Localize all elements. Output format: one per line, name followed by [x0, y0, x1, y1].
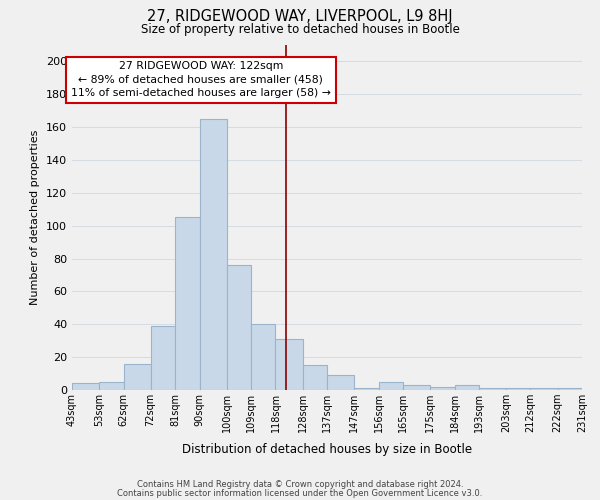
Bar	[403, 385, 430, 390]
Bar	[430, 386, 455, 390]
Bar	[302, 366, 327, 390]
Bar	[199, 119, 227, 390]
Bar	[124, 364, 151, 390]
Text: 27 RIDGEWOOD WAY: 122sqm
← 89% of detached houses are smaller (458)
11% of semi-: 27 RIDGEWOOD WAY: 122sqm ← 89% of detach…	[71, 62, 331, 98]
Text: Contains public sector information licensed under the Open Government Licence v3: Contains public sector information licen…	[118, 488, 482, 498]
Bar	[530, 388, 557, 390]
Bar	[175, 218, 199, 390]
Bar	[455, 385, 479, 390]
Text: Contains HM Land Registry data © Crown copyright and database right 2024.: Contains HM Land Registry data © Crown c…	[137, 480, 463, 489]
Text: Size of property relative to detached houses in Bootle: Size of property relative to detached ho…	[140, 22, 460, 36]
Bar	[227, 265, 251, 390]
Bar	[354, 388, 379, 390]
Bar	[327, 375, 354, 390]
Bar	[479, 388, 506, 390]
Bar	[557, 388, 582, 390]
Bar	[251, 324, 275, 390]
Y-axis label: Number of detached properties: Number of detached properties	[31, 130, 40, 305]
Bar	[506, 388, 530, 390]
Bar	[151, 326, 175, 390]
Bar	[275, 339, 302, 390]
X-axis label: Distribution of detached houses by size in Bootle: Distribution of detached houses by size …	[182, 444, 472, 456]
Text: 27, RIDGEWOOD WAY, LIVERPOOL, L9 8HJ: 27, RIDGEWOOD WAY, LIVERPOOL, L9 8HJ	[147, 9, 453, 24]
Bar	[379, 382, 403, 390]
Bar	[99, 382, 124, 390]
Bar	[72, 384, 99, 390]
